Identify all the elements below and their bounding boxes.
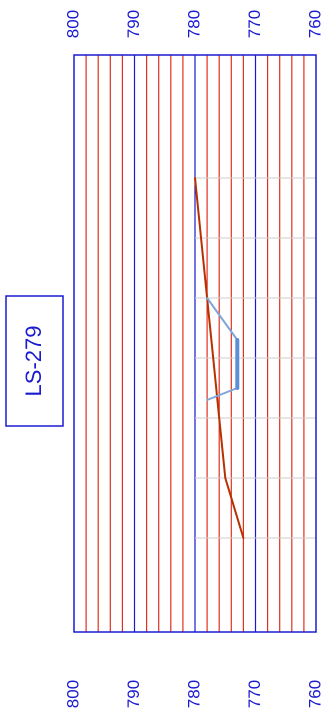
tick-label-top: 800 (63, 10, 82, 38)
tick-label-bottom: 780 (184, 680, 203, 708)
tick-labels: 800 800 790 790 780 780 770 770 760 760 (63, 10, 324, 708)
section-label: LS-279 (21, 326, 46, 397)
ground-series (194, 177, 245, 539)
plot-frame (73, 54, 317, 633)
series-layer (194, 177, 245, 539)
section-label-border (5, 295, 64, 427)
tick-label-bottom: 790 (124, 680, 143, 708)
tick-label-bottom: 800 (63, 680, 82, 708)
tick-label-top: 790 (124, 10, 143, 38)
tick-label-top: 780 (184, 10, 203, 38)
tick-label-top: 760 (305, 10, 324, 38)
tick-label-bottom: 770 (245, 680, 264, 708)
tick-label-bottom: 760 (305, 680, 324, 708)
grid-layer (85, 55, 316, 632)
section-label-box: LS-279 (5, 295, 64, 427)
tick-label-top: 770 (245, 10, 264, 38)
